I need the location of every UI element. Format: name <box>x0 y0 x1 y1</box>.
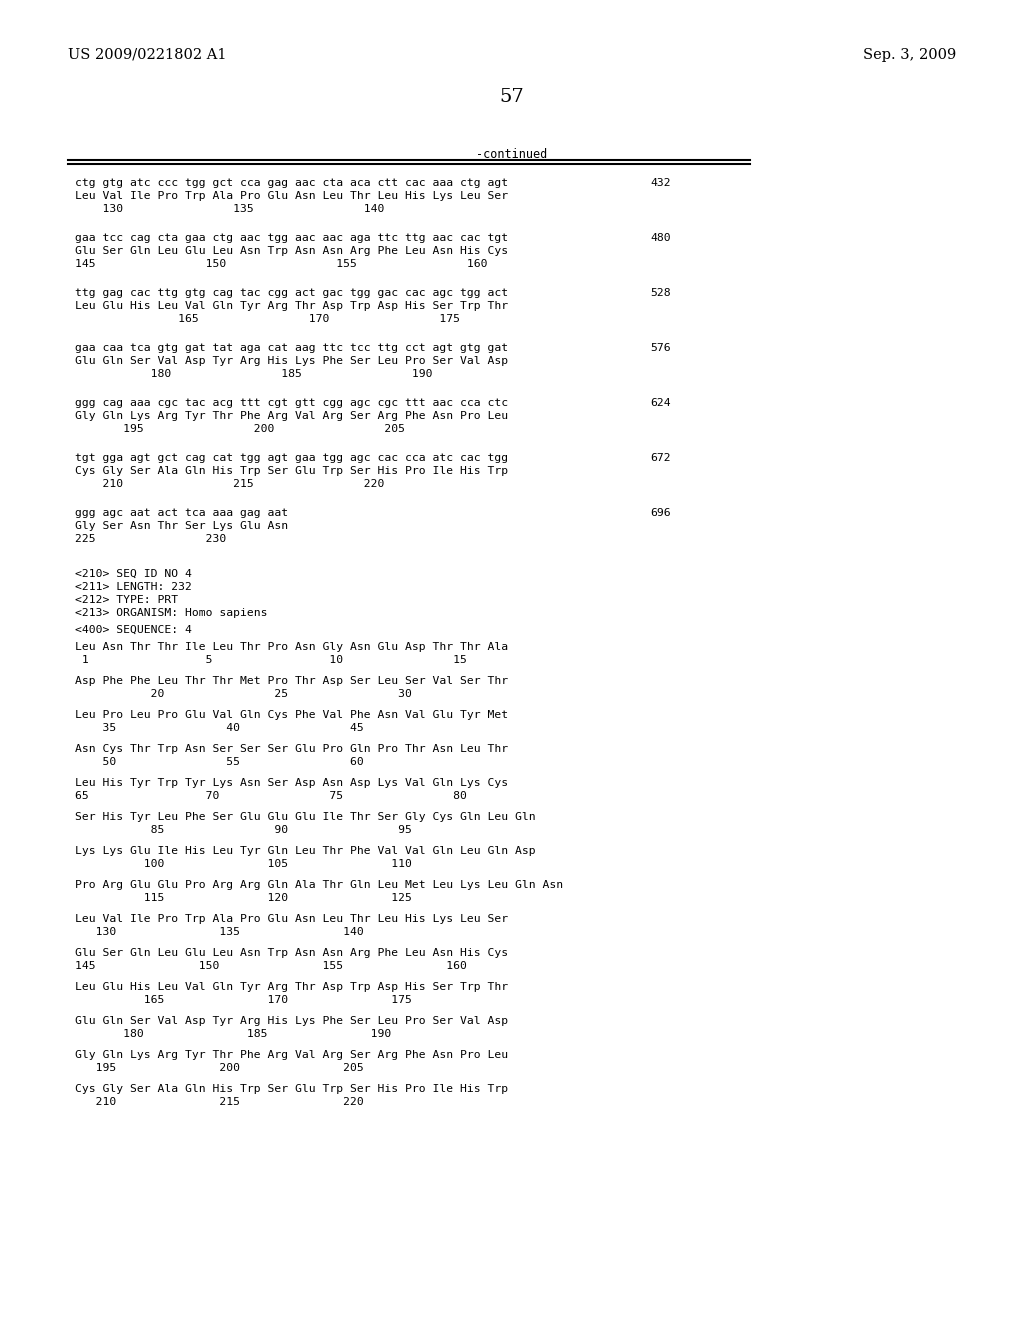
Text: Ser His Tyr Leu Phe Ser Glu Glu Glu Ile Thr Ser Gly Cys Gln Leu Gln: Ser His Tyr Leu Phe Ser Glu Glu Glu Ile … <box>75 812 536 822</box>
Text: <400> SEQUENCE: 4: <400> SEQUENCE: 4 <box>75 624 191 635</box>
Text: 576: 576 <box>650 343 671 352</box>
Text: 225                230: 225 230 <box>75 535 226 544</box>
Text: Leu Glu His Leu Val Gln Tyr Arg Thr Asp Trp Asp His Ser Trp Thr: Leu Glu His Leu Val Gln Tyr Arg Thr Asp … <box>75 982 508 993</box>
Text: 50                55                60: 50 55 60 <box>75 756 364 767</box>
Text: ttg gag cac ttg gtg cag tac cgg act gac tgg gac cac agc tgg act: ttg gag cac ttg gtg cag tac cgg act gac … <box>75 288 508 298</box>
Text: <212> TYPE: PRT: <212> TYPE: PRT <box>75 595 178 605</box>
Text: 115               120               125: 115 120 125 <box>75 894 412 903</box>
Text: Glu Gln Ser Val Asp Tyr Arg His Lys Phe Ser Leu Pro Ser Val Asp: Glu Gln Ser Val Asp Tyr Arg His Lys Phe … <box>75 356 508 366</box>
Text: 672: 672 <box>650 453 671 463</box>
Text: 210                215                220: 210 215 220 <box>75 479 384 488</box>
Text: 145               150               155               160: 145 150 155 160 <box>75 961 467 972</box>
Text: Lys Lys Glu Ile His Leu Tyr Gln Leu Thr Phe Val Val Gln Leu Gln Asp: Lys Lys Glu Ile His Leu Tyr Gln Leu Thr … <box>75 846 536 855</box>
Text: ggg cag aaa cgc tac acg ttt cgt gtt cgg agc cgc ttt aac cca ctc: ggg cag aaa cgc tac acg ttt cgt gtt cgg … <box>75 399 508 408</box>
Text: Glu Ser Gln Leu Glu Leu Asn Trp Asn Asn Arg Phe Leu Asn His Cys: Glu Ser Gln Leu Glu Leu Asn Trp Asn Asn … <box>75 948 508 958</box>
Text: 195               200               205: 195 200 205 <box>75 1063 364 1073</box>
Text: 165               170               175: 165 170 175 <box>75 995 412 1005</box>
Text: Glu Gln Ser Val Asp Tyr Arg His Lys Phe Ser Leu Pro Ser Val Asp: Glu Gln Ser Val Asp Tyr Arg His Lys Phe … <box>75 1016 508 1026</box>
Text: 1                 5                 10                15: 1 5 10 15 <box>75 655 467 665</box>
Text: 130                135                140: 130 135 140 <box>75 205 384 214</box>
Text: 65                 70                75                80: 65 70 75 80 <box>75 791 467 801</box>
Text: 480: 480 <box>650 234 671 243</box>
Text: Leu Asn Thr Thr Ile Leu Thr Pro Asn Gly Asn Glu Asp Thr Thr Ala: Leu Asn Thr Thr Ile Leu Thr Pro Asn Gly … <box>75 642 508 652</box>
Text: 20                25                30: 20 25 30 <box>75 689 412 700</box>
Text: Gly Ser Asn Thr Ser Lys Glu Asn: Gly Ser Asn Thr Ser Lys Glu Asn <box>75 521 288 531</box>
Text: <210> SEQ ID NO 4: <210> SEQ ID NO 4 <box>75 569 191 579</box>
Text: Cys Gly Ser Ala Gln His Trp Ser Glu Trp Ser His Pro Ile His Trp: Cys Gly Ser Ala Gln His Trp Ser Glu Trp … <box>75 466 508 477</box>
Text: 210               215               220: 210 215 220 <box>75 1097 364 1107</box>
Text: Leu Val Ile Pro Trp Ala Pro Glu Asn Leu Thr Leu His Lys Leu Ser: Leu Val Ile Pro Trp Ala Pro Glu Asn Leu … <box>75 913 508 924</box>
Text: ctg gtg atc ccc tgg gct cca gag aac cta aca ctt cac aaa ctg agt: ctg gtg atc ccc tgg gct cca gag aac cta … <box>75 178 508 187</box>
Text: ggg agc aat act tca aaa gag aat: ggg agc aat act tca aaa gag aat <box>75 508 288 517</box>
Text: Pro Arg Glu Glu Pro Arg Arg Gln Ala Thr Gln Leu Met Leu Lys Leu Gln Asn: Pro Arg Glu Glu Pro Arg Arg Gln Ala Thr … <box>75 880 563 890</box>
Text: US 2009/0221802 A1: US 2009/0221802 A1 <box>68 48 226 62</box>
Text: Sep. 3, 2009: Sep. 3, 2009 <box>863 48 956 62</box>
Text: gaa tcc cag cta gaa ctg aac tgg aac aac aga ttc ttg aac cac tgt: gaa tcc cag cta gaa ctg aac tgg aac aac … <box>75 234 508 243</box>
Text: 180               185               190: 180 185 190 <box>75 1030 391 1039</box>
Text: Leu Val Ile Pro Trp Ala Pro Glu Asn Leu Thr Leu His Lys Leu Ser: Leu Val Ile Pro Trp Ala Pro Glu Asn Leu … <box>75 191 508 201</box>
Text: 57: 57 <box>500 88 524 106</box>
Text: 145                150                155                160: 145 150 155 160 <box>75 259 487 269</box>
Text: Leu Glu His Leu Val Gln Tyr Arg Thr Asp Trp Asp His Ser Trp Thr: Leu Glu His Leu Val Gln Tyr Arg Thr Asp … <box>75 301 508 312</box>
Text: 100               105               110: 100 105 110 <box>75 859 412 869</box>
Text: 35                40                45: 35 40 45 <box>75 723 364 733</box>
Text: Cys Gly Ser Ala Gln His Trp Ser Glu Trp Ser His Pro Ile His Trp: Cys Gly Ser Ala Gln His Trp Ser Glu Trp … <box>75 1084 508 1094</box>
Text: <213> ORGANISM: Homo sapiens: <213> ORGANISM: Homo sapiens <box>75 609 267 618</box>
Text: tgt gga agt gct cag cat tgg agt gaa tgg agc cac cca atc cac tgg: tgt gga agt gct cag cat tgg agt gaa tgg … <box>75 453 508 463</box>
Text: Gly Gln Lys Arg Tyr Thr Phe Arg Val Arg Ser Arg Phe Asn Pro Leu: Gly Gln Lys Arg Tyr Thr Phe Arg Val Arg … <box>75 1049 508 1060</box>
Text: 624: 624 <box>650 399 671 408</box>
Text: Glu Ser Gln Leu Glu Leu Asn Trp Asn Asn Arg Phe Leu Asn His Cys: Glu Ser Gln Leu Glu Leu Asn Trp Asn Asn … <box>75 246 508 256</box>
Text: 85                90                95: 85 90 95 <box>75 825 412 836</box>
Text: Asn Cys Thr Trp Asn Ser Ser Ser Glu Pro Gln Pro Thr Asn Leu Thr: Asn Cys Thr Trp Asn Ser Ser Ser Glu Pro … <box>75 744 508 754</box>
Text: 528: 528 <box>650 288 671 298</box>
Text: Leu His Tyr Trp Tyr Lys Asn Ser Asp Asn Asp Lys Val Gln Lys Cys: Leu His Tyr Trp Tyr Lys Asn Ser Asp Asn … <box>75 777 508 788</box>
Text: 130               135               140: 130 135 140 <box>75 927 364 937</box>
Text: -continued: -continued <box>476 148 548 161</box>
Text: 432: 432 <box>650 178 671 187</box>
Text: gaa caa tca gtg gat tat aga cat aag ttc tcc ttg cct agt gtg gat: gaa caa tca gtg gat tat aga cat aag ttc … <box>75 343 508 352</box>
Text: 180                185                190: 180 185 190 <box>75 370 432 379</box>
Text: Asp Phe Phe Leu Thr Thr Met Pro Thr Asp Ser Leu Ser Val Ser Thr: Asp Phe Phe Leu Thr Thr Met Pro Thr Asp … <box>75 676 508 686</box>
Text: Gly Gln Lys Arg Tyr Thr Phe Arg Val Arg Ser Arg Phe Asn Pro Leu: Gly Gln Lys Arg Tyr Thr Phe Arg Val Arg … <box>75 411 508 421</box>
Text: 696: 696 <box>650 508 671 517</box>
Text: 195                200                205: 195 200 205 <box>75 424 406 434</box>
Text: 165                170                175: 165 170 175 <box>75 314 460 323</box>
Text: <211> LENGTH: 232: <211> LENGTH: 232 <box>75 582 191 591</box>
Text: Leu Pro Leu Pro Glu Val Gln Cys Phe Val Phe Asn Val Glu Tyr Met: Leu Pro Leu Pro Glu Val Gln Cys Phe Val … <box>75 710 508 719</box>
